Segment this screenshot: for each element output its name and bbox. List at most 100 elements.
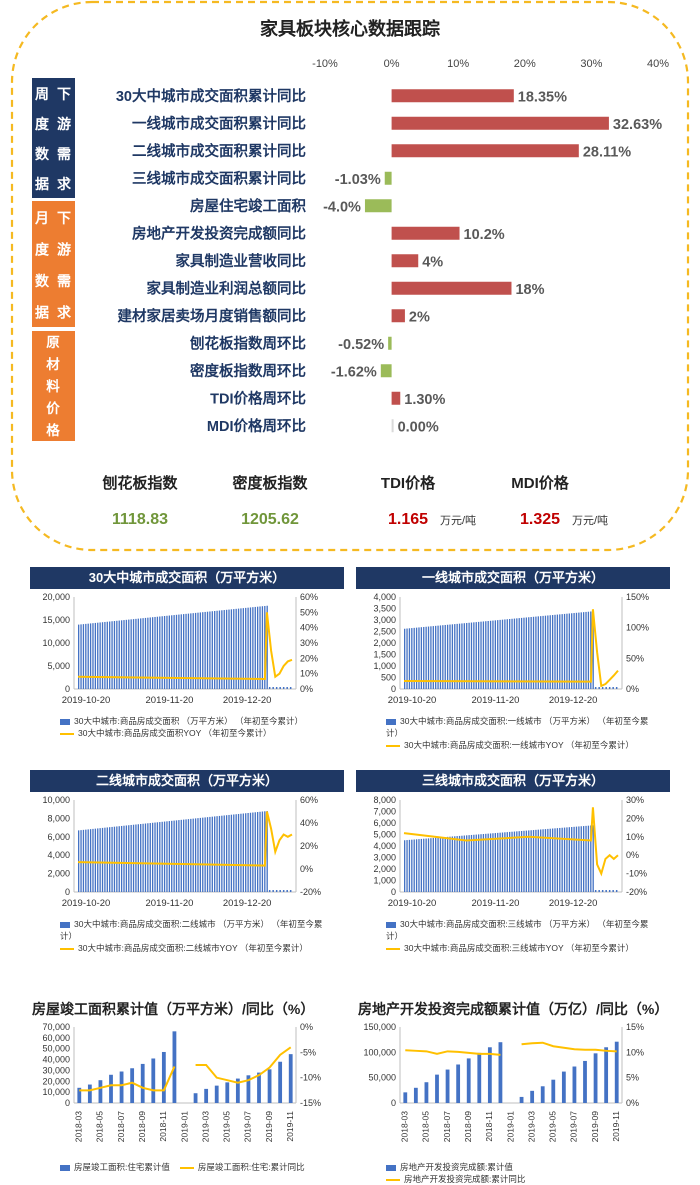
line-series	[79, 1066, 176, 1092]
y-right-tick-label: 20%	[300, 841, 318, 851]
bar	[185, 819, 187, 892]
bar	[209, 816, 211, 892]
category-label: 家具制造业利润总额同比	[147, 279, 307, 297]
y-right-tick-label: 100%	[626, 623, 649, 633]
bar	[423, 838, 425, 892]
x-tick-label: 2019-12-20	[549, 695, 598, 706]
bar	[85, 829, 87, 892]
y-right-tick-label: 30%	[300, 638, 318, 648]
x-tick-label: 2018-05	[421, 1111, 431, 1142]
bar	[458, 623, 461, 689]
bar-value-label: 10.2%	[464, 227, 505, 243]
bar	[206, 817, 209, 892]
bar-value-label: -0.52%	[338, 337, 384, 353]
bar	[504, 832, 506, 892]
bar	[566, 827, 568, 892]
y-right-tick-label: 0%	[626, 1098, 639, 1108]
bar	[246, 1075, 251, 1103]
bar	[559, 827, 561, 892]
bar	[97, 622, 99, 689]
bar	[249, 607, 252, 689]
bar	[427, 838, 430, 892]
bar	[228, 814, 230, 892]
bar	[109, 1074, 113, 1103]
group-label-char: 数	[35, 273, 50, 289]
bar	[598, 687, 600, 689]
group-label-char: 周	[35, 86, 49, 102]
bar	[249, 812, 252, 892]
y-right-tick-label: 0%	[300, 684, 313, 694]
index-value: 1205.62	[241, 511, 299, 528]
bar	[561, 1071, 566, 1103]
bar	[408, 839, 411, 892]
index-label: TDI价格	[381, 474, 436, 492]
bar	[549, 615, 551, 689]
x-tick-label: 2019-12-20	[223, 898, 272, 909]
y-right-tick-label: 0%	[626, 684, 639, 694]
index-label: 密度板指数	[232, 474, 308, 492]
x-tick-label: 2018-09	[463, 1111, 473, 1142]
bar	[266, 605, 268, 689]
group-label-char: 游	[57, 241, 71, 257]
y-left-tick-label: 2,500	[373, 627, 396, 637]
bar	[540, 829, 542, 892]
legend-entry: 30大中城市:商品房成交面积:二线城市YOY （年初至今累计）	[60, 942, 334, 954]
bar	[175, 614, 178, 689]
bar	[128, 825, 130, 892]
y-left-tick-label: 500	[381, 673, 396, 683]
y-right-tick-label: 10%	[626, 1047, 644, 1057]
bar	[580, 826, 582, 892]
group-label-char: 求	[57, 176, 72, 192]
legend-entry: 30大中城市:商品房成交面积:二线城市 （万平方米） （年初至今累计）	[60, 918, 334, 942]
bar	[225, 609, 228, 689]
bar	[542, 615, 544, 689]
bar	[364, 199, 392, 213]
bar	[598, 890, 600, 892]
group-label-char: 据	[35, 304, 49, 320]
bar	[259, 606, 261, 689]
bar	[487, 833, 489, 892]
bar	[437, 837, 439, 892]
bar	[87, 623, 89, 689]
group-label-char: 求	[57, 304, 72, 320]
bar	[221, 815, 223, 892]
y-left-tick-label: 60,000	[42, 1033, 70, 1043]
bar	[257, 1072, 261, 1103]
bar	[161, 1051, 166, 1103]
x-tick-label: -10%	[312, 58, 338, 70]
y-left-tick-label: 5,000	[47, 661, 70, 671]
bar	[451, 624, 454, 689]
y-left-tick-label: 50,000	[42, 1044, 70, 1054]
bar	[516, 831, 518, 892]
bar	[585, 825, 587, 892]
y-left-tick-label: 7,000	[373, 807, 396, 817]
group-label-char: 数	[35, 146, 50, 162]
bar	[605, 890, 607, 892]
index-value: 1.325	[520, 511, 560, 528]
bar	[571, 613, 573, 689]
index-label: MDI价格	[511, 474, 569, 492]
bar	[173, 615, 175, 689]
bar	[254, 812, 256, 892]
category-label: 建材家居卖场月度销售额同比	[118, 307, 307, 325]
bar	[578, 612, 580, 689]
chart-plot: 0 50,000 100,000 150,000 0% 5% 10% 15% 2018-03 20…	[363, 1022, 644, 1142]
bar	[275, 890, 278, 892]
bar	[199, 817, 202, 892]
bar	[540, 1086, 545, 1103]
y-right-tick-label: 30%	[626, 795, 644, 805]
bar	[156, 616, 159, 689]
bar	[513, 831, 516, 892]
x-tick-label: 2018-11	[158, 1111, 168, 1142]
bar	[585, 611, 587, 689]
bar	[168, 821, 170, 892]
category-label: 二线城市成交面积累计同比	[132, 142, 306, 160]
bar	[178, 820, 180, 892]
bar	[482, 834, 485, 892]
bar	[528, 830, 530, 892]
y-right-tick-label: -20%	[626, 887, 647, 897]
bar	[175, 820, 178, 892]
bar	[391, 116, 609, 130]
legend-line-swatch	[179, 1166, 194, 1169]
bar	[380, 364, 392, 378]
